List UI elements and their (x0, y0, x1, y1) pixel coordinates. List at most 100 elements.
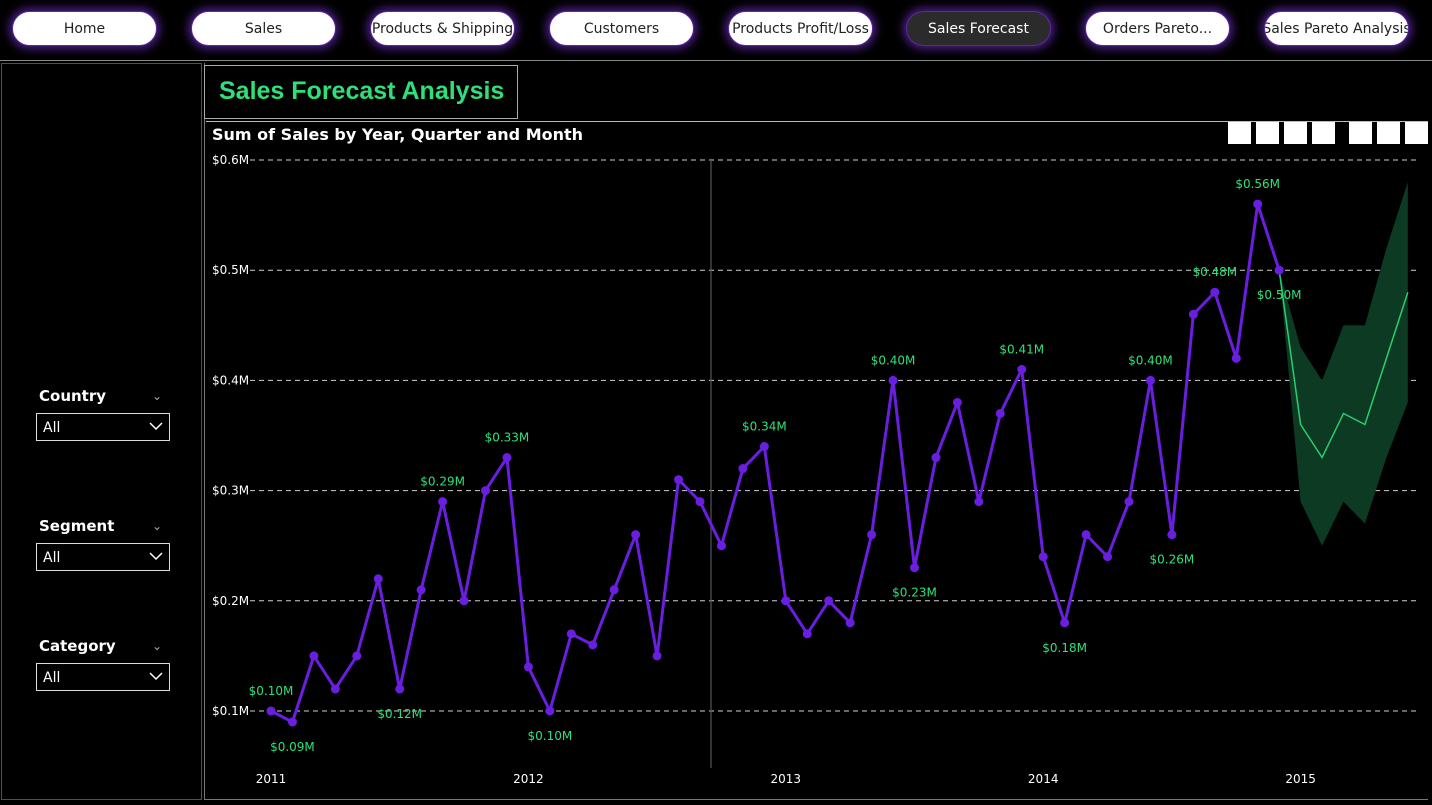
data-label: $0.48M (1192, 265, 1237, 279)
next-level-icon[interactable] (1284, 122, 1307, 144)
data-label: $0.50M (1257, 288, 1302, 302)
filter-icon[interactable] (1349, 122, 1372, 144)
data-point (1103, 552, 1113, 562)
data-point (674, 475, 684, 485)
data-label: $0.33M (485, 431, 530, 445)
data-label: $0.41M (999, 342, 1044, 356)
data-point (845, 618, 855, 628)
nav-customers-button[interactable]: Customers (549, 11, 694, 46)
nav-divider (0, 60, 1432, 61)
report-canvas (204, 63, 1428, 800)
data-point (545, 706, 555, 716)
expand-hierarchy-icon[interactable] (1312, 122, 1335, 144)
y-axis-ticks: $0.1M $0.2M $0.3M $0.4M $0.5M $0.6M (212, 153, 249, 718)
nav-sales-forecast-button[interactable]: Sales Forecast (906, 11, 1051, 46)
page-navigation: Home Sales Products & Shipping Customers… (0, 0, 1432, 60)
data-point (395, 684, 405, 694)
data-point (995, 408, 1005, 418)
data-point (716, 541, 726, 551)
data-point (1124, 497, 1134, 507)
data-point (738, 464, 748, 474)
data-point (759, 442, 769, 452)
data-point (910, 563, 919, 573)
drill-down-icon[interactable] (1256, 122, 1279, 144)
data-label: $0.10M (527, 729, 572, 743)
sales-series (266, 199, 1284, 727)
x-tick-label: 2012 (513, 772, 544, 786)
data-point (566, 629, 576, 639)
country-dropdown-value: All (43, 420, 61, 436)
nav-products-profit-loss-button[interactable]: Products Profit/Loss (728, 11, 873, 46)
page-title: Sales Forecast Analysis (219, 77, 505, 105)
data-label: $0.40M (871, 353, 916, 367)
data-point (502, 453, 512, 463)
data-point (931, 453, 941, 463)
data-point (802, 629, 812, 639)
chevron-down-icon[interactable]: ⌄ (152, 519, 163, 533)
data-point (481, 486, 490, 496)
gridlines (250, 159, 1418, 712)
data-point (330, 684, 340, 694)
data-point (974, 497, 984, 507)
data-point (824, 596, 834, 606)
x-tick-label: 2013 (771, 772, 802, 786)
nav-products-shipping-button[interactable]: Products & Shipping (370, 11, 515, 46)
data-label: $0.56M (1235, 177, 1280, 191)
x-tick-label: 2014 (1028, 772, 1059, 786)
more-options-icon[interactable] (1405, 122, 1428, 144)
data-point (1081, 530, 1091, 540)
chevron-down-icon (149, 552, 163, 561)
forecast-line (1278, 270, 1409, 460)
data-label: $0.26M (1150, 553, 1195, 567)
data-point (1274, 265, 1284, 275)
data-label: $0.29M (420, 475, 465, 489)
segment-dropdown-value: All (43, 550, 61, 566)
data-label: $0.34M (742, 420, 787, 434)
data-point (1167, 530, 1177, 540)
chevron-down-icon[interactable]: ⌄ (152, 639, 163, 653)
data-point (1145, 375, 1155, 385)
chevron-down-icon (149, 422, 163, 431)
sales-line-chart[interactable]: $0.1M$0.2M$0.3M$0.4M$0.5M$0.6M 2011 2012 2… (206, 145, 1428, 795)
forecast (1278, 182, 1409, 546)
data-point (781, 596, 791, 606)
data-point (459, 596, 469, 606)
nav-orders-pareto-button[interactable]: Orders Pareto... (1085, 11, 1230, 46)
chart-top-border (206, 121, 1428, 122)
sales-line (270, 202, 1281, 724)
data-point (416, 585, 426, 595)
data-point (266, 706, 276, 716)
data-label: $0.10M (249, 684, 294, 698)
category-slicer-label: Category (39, 637, 116, 655)
focus-mode-icon[interactable] (1377, 122, 1400, 144)
data-point (1253, 199, 1263, 209)
data-point (1038, 552, 1048, 562)
segment-dropdown[interactable]: All (36, 543, 170, 571)
data-point (652, 651, 662, 661)
data-label: $0.18M (1042, 641, 1087, 655)
y-tick-label: $0.2M (212, 594, 249, 608)
data-point (695, 497, 705, 507)
data-point (1017, 364, 1027, 374)
data-point (888, 375, 898, 385)
nav-sales-pareto-analysis-button[interactable]: Sales Pareto Analysis (1264, 11, 1409, 46)
data-point (438, 497, 448, 507)
data-point (588, 640, 598, 650)
data-label: $0.23M (892, 586, 937, 600)
x-tick-label: 2011 (256, 772, 287, 786)
data-point (1188, 309, 1198, 319)
segment-slicer-label: Segment (39, 517, 115, 535)
data-point (1060, 618, 1070, 628)
filter-panel: Country ⌄ All Segment ⌄ All Category ⌄ A… (1, 63, 202, 800)
chevron-down-icon[interactable]: ⌄ (152, 389, 163, 403)
drill-up-icon[interactable] (1228, 122, 1251, 144)
category-dropdown[interactable]: All (36, 663, 170, 691)
y-tick-label: $0.1M (212, 704, 249, 718)
country-dropdown[interactable]: All (36, 413, 170, 441)
nav-sales-button[interactable]: Sales (191, 11, 336, 46)
title-card: Sales Forecast Analysis (204, 65, 518, 119)
x-tick-label: 2015 (1285, 772, 1316, 786)
nav-home-button[interactable]: Home (12, 11, 157, 46)
data-point (523, 662, 533, 672)
x-axis-ticks: 2011 2012 2013 2014 2015 (256, 772, 1316, 786)
